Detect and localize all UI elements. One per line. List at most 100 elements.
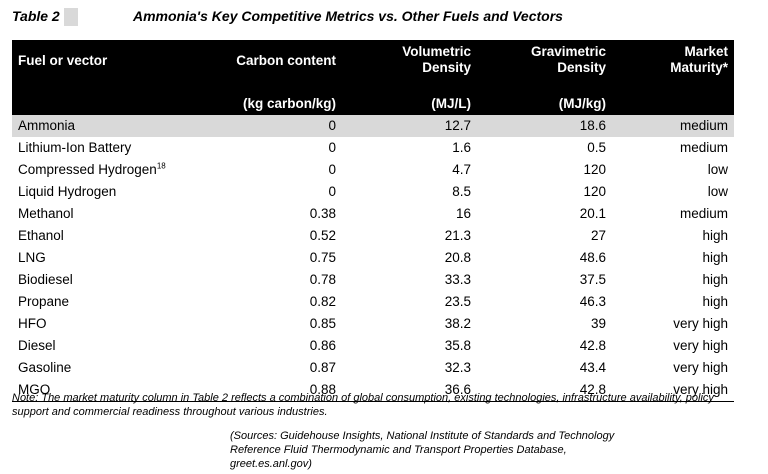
table-row: HFO 0.85 38.2 39 very high	[12, 313, 734, 335]
cell-fuel: Ethanol	[12, 225, 212, 247]
header-gravimetric-line1: Gravimetric	[530, 44, 606, 59]
cell-fuel: Diesel	[12, 335, 212, 357]
cell-gravimetric-density: 120	[477, 181, 612, 203]
cell-carbon-content: 0	[212, 115, 342, 137]
cell-volumetric-density: 20.8	[342, 247, 477, 269]
cell-market-maturity: very high	[612, 357, 734, 379]
cell-gravimetric-density-text: 37.5	[579, 272, 606, 287]
table-row: Methanol 0.38 16 20.1 medium	[12, 203, 734, 225]
cell-volumetric-density-text: 38.2	[444, 316, 471, 331]
cell-market-maturity: medium	[612, 203, 734, 225]
cell-carbon-content: 0.52	[212, 225, 342, 247]
cell-gravimetric-density: 27	[477, 225, 612, 247]
cell-gravimetric-density-text: 43.4	[579, 360, 606, 375]
cell-gravimetric-density-text: 120	[583, 162, 606, 177]
cell-gravimetric-density: 46.3	[477, 291, 612, 313]
cell-carbon-content-text: 0.82	[309, 294, 336, 309]
cell-fuel-text: Biodiesel	[18, 272, 73, 287]
table-row: Propane 0.82 23.5 46.3 high	[12, 291, 734, 313]
cell-market-maturity: medium	[612, 115, 734, 137]
cell-carbon-content-text: 0	[328, 118, 336, 133]
header-market-line2: Maturity*	[670, 60, 728, 75]
cell-market-maturity-text: very high	[673, 382, 728, 397]
header-market-unit	[612, 91, 734, 115]
table-sources: (Sources: Guidehouse Insights, National …	[230, 430, 615, 470]
cell-fuel: Compressed Hydrogen18	[12, 159, 212, 181]
cell-carbon-content-text: 0	[328, 162, 336, 177]
table-row: MGO 0.88 36.6 42.8 very high	[12, 379, 734, 402]
cell-market-maturity: very high	[612, 379, 734, 402]
table-header: Fuel or vector Carbon content Volumetric…	[12, 40, 734, 115]
header-gravimetric: Gravimetric Density	[477, 40, 612, 91]
cell-carbon-content: 0.86	[212, 335, 342, 357]
cell-carbon-content-text: 0	[328, 184, 336, 199]
cell-volumetric-density: 23.5	[342, 291, 477, 313]
cell-volumetric-density-text: 4.7	[452, 162, 471, 177]
cell-fuel-text: Liquid Hydrogen	[18, 184, 117, 199]
cell-fuel: LNG	[12, 247, 212, 269]
cell-fuel-text: Propane	[18, 294, 70, 309]
cell-fuel-text: Diesel	[18, 338, 56, 353]
cell-market-maturity: high	[612, 225, 734, 247]
cell-carbon-content-text: 0.52	[309, 228, 336, 243]
cell-gravimetric-density-text: 48.6	[579, 250, 606, 265]
header-fuel: Fuel or vector	[12, 40, 212, 91]
header-gravimetric-line2: Density	[557, 60, 606, 75]
cell-carbon-content-text: 0.86	[309, 338, 336, 353]
cell-volumetric-density-text: 33.3	[444, 272, 471, 287]
cell-gravimetric-density: 0.5	[477, 137, 612, 159]
header-fuel-unit	[12, 91, 212, 115]
cell-volumetric-density-text: 20.8	[444, 250, 471, 265]
cell-volumetric-density-text: 12.7	[444, 118, 471, 133]
table-row: Liquid Hydrogen 0 8.5 120 low	[12, 181, 734, 203]
cell-gravimetric-density-text: 42.8	[579, 382, 606, 397]
cell-fuel: Liquid Hydrogen	[12, 181, 212, 203]
cell-carbon-content: 0.88	[212, 379, 342, 402]
cell-market-maturity-text: very high	[673, 316, 728, 331]
header-market-line1: Market	[684, 44, 728, 59]
cell-market-maturity: very high	[612, 335, 734, 357]
cell-volumetric-density: 32.3	[342, 357, 477, 379]
cell-gravimetric-density-text: 20.1	[579, 206, 606, 221]
cell-market-maturity-text: very high	[673, 360, 728, 375]
cell-fuel: MGO	[12, 379, 212, 402]
cell-gravimetric-density-text: 42.8	[579, 338, 606, 353]
cell-gravimetric-density: 18.6	[477, 115, 612, 137]
cell-volumetric-density: 1.6	[342, 137, 477, 159]
cell-carbon-content-text: 0.78	[309, 272, 336, 287]
header-volumetric: Volumetric Density	[342, 40, 477, 91]
metrics-table: Fuel or vector Carbon content Volumetric…	[12, 40, 734, 402]
cell-market-maturity: high	[612, 269, 734, 291]
cell-gravimetric-density: 39	[477, 313, 612, 335]
header-carbon: Carbon content	[212, 40, 342, 91]
cell-fuel-text: Methanol	[18, 206, 74, 221]
cell-volumetric-density: 33.3	[342, 269, 477, 291]
table-row: Ammonia 0 12.7 18.6 medium	[12, 115, 734, 137]
header-market-maturity: Market Maturity*	[612, 40, 734, 91]
cell-carbon-content-text: 0.38	[309, 206, 336, 221]
cell-market-maturity-text: low	[707, 162, 728, 177]
cell-market-maturity-text: medium	[679, 118, 728, 133]
cell-gravimetric-density-text: 27	[590, 228, 606, 243]
cell-volumetric-density: 4.7	[342, 159, 477, 181]
cell-carbon-content: 0.38	[212, 203, 342, 225]
table-row: LNG 0.75 20.8 48.6 high	[12, 247, 734, 269]
cell-volumetric-density: 36.6	[342, 379, 477, 402]
cell-market-maturity: high	[612, 247, 734, 269]
cell-market-maturity-text: high	[702, 272, 728, 287]
cell-fuel: Biodiesel	[12, 269, 212, 291]
cell-gravimetric-density: 20.1	[477, 203, 612, 225]
cell-volumetric-density-text: 8.5	[452, 184, 471, 199]
cell-volumetric-density-text: 36.6	[444, 382, 471, 397]
cell-carbon-content: 0.82	[212, 291, 342, 313]
cell-volumetric-density: 12.7	[342, 115, 477, 137]
cell-volumetric-density-text: 16	[455, 206, 471, 221]
cell-fuel: Methanol	[12, 203, 212, 225]
table-row: Compressed Hydrogen18 0 4.7 120 low	[12, 159, 734, 181]
cell-fuel: Gasoline	[12, 357, 212, 379]
cell-market-maturity-text: very high	[673, 338, 728, 353]
cell-volumetric-density: 16	[342, 203, 477, 225]
table-note: Note: The market maturity column in Tabl…	[12, 392, 714, 418]
table-row: Diesel 0.86 35.8 42.8 very high	[12, 335, 734, 357]
cell-carbon-content-text: 0.75	[309, 250, 336, 265]
